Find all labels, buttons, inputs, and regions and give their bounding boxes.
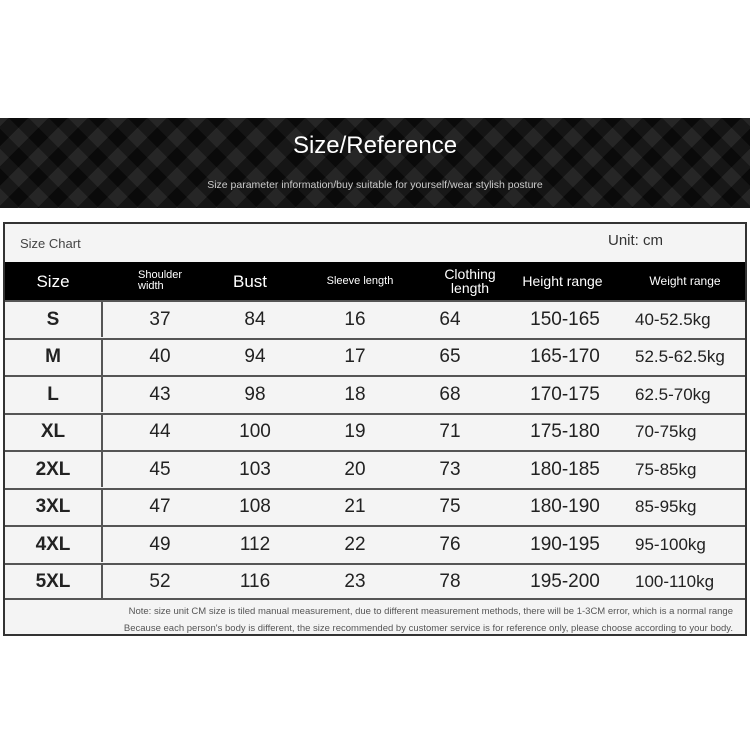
table-cell: 103 — [239, 458, 271, 480]
table-cell: 75-85kg — [635, 459, 697, 479]
table-cell: 49 — [149, 533, 171, 555]
table-row: 5XL 52 116 23 78 195-200 100-110kg — [5, 562, 745, 601]
table-cell: 3XL — [5, 489, 103, 525]
banner: Size/Reference Size parameter informatio… — [0, 118, 750, 208]
unit-label: Unit: cm — [607, 232, 663, 249]
table-cell: 71 — [439, 421, 461, 442]
table-row: 3XL 47 108 21 75 180-190 85-95kg — [5, 487, 745, 526]
table-cell: 40 — [149, 346, 171, 367]
table-cell: 95-100kg — [635, 534, 706, 554]
table-header: Size Shoulder width Bust Sleeve length Cloth… — [5, 262, 745, 300]
table-cell: 84 — [244, 308, 266, 330]
table-cell: M — [5, 339, 103, 375]
table-cell: S — [5, 302, 103, 337]
table-cell: 195-200 — [530, 571, 600, 592]
banner-title: Size/Reference — [292, 132, 458, 159]
table-cell: 2XL — [5, 452, 103, 487]
size-chart-table: Size Chart Unit: cm Size Shoulder width Bu… — [3, 222, 747, 636]
table-cell: 18 — [344, 383, 366, 405]
column-header: Height range — [522, 273, 603, 289]
table-row: S 37 84 16 64 150-165 40-52.5kg — [5, 300, 745, 338]
table-cell: 5XL — [5, 564, 103, 600]
table-cell: 23 — [344, 571, 366, 592]
table-cell: 64 — [439, 308, 461, 330]
table-cell: 112 — [239, 533, 271, 555]
column-header: Shoulder width — [138, 269, 183, 292]
table-cell: 21 — [344, 496, 366, 517]
table-cell: 78 — [439, 571, 461, 592]
notes: Note: size unit CM size is tiled manual … — [5, 598, 745, 634]
table-cell: XL — [5, 414, 103, 450]
table-cell: 108 — [239, 496, 271, 517]
table-cell: 98 — [244, 383, 266, 405]
table-cell: 40-52.5kg — [635, 309, 711, 329]
table-cell: 19 — [344, 421, 366, 442]
table-cell: 116 — [239, 571, 271, 592]
table-row: XL 44 100 19 71 175-180 70-75kg — [5, 412, 745, 451]
table-cell: 47 — [149, 496, 171, 517]
table-caption: Size Chart — [20, 236, 81, 251]
table-row: 2XL 45 103 20 73 180-185 75-85kg — [5, 450, 745, 488]
table-cell: 94 — [244, 346, 266, 367]
table-cell: 20 — [344, 458, 366, 480]
table-cell: 16 — [344, 308, 366, 330]
table-cell: 100 — [239, 421, 271, 442]
table-cell: 45 — [149, 458, 171, 480]
table-cell: 190-195 — [530, 533, 600, 555]
table-cell: 180-190 — [530, 496, 600, 517]
table-cell: 100-110kg — [635, 572, 715, 591]
column-header: Weight range — [649, 274, 721, 288]
table-cell: 175-180 — [530, 421, 600, 442]
table-cell: 62.5-70kg — [635, 384, 711, 404]
table-cell: 70-75kg — [635, 422, 697, 441]
table-cell: 22 — [344, 533, 366, 555]
table-cell: 43 — [149, 383, 171, 405]
table-cell: 65 — [439, 346, 461, 367]
table-row: M 40 94 17 65 165-170 52.5-62.5kg — [5, 337, 745, 376]
table-cell: 150-165 — [530, 308, 600, 330]
table-cell: 17 — [344, 346, 366, 367]
note-line: Note: size unit CM size is tiled manual … — [128, 606, 733, 617]
table-cell: 37 — [149, 308, 171, 330]
table-cell: 165-170 — [530, 346, 600, 367]
table-cell: 4XL — [5, 527, 103, 562]
table-cell: 68 — [439, 383, 461, 405]
table-cell: 75 — [439, 496, 461, 517]
table-cell: 52.5-62.5kg — [635, 347, 725, 366]
note-line: Because each person's body is different,… — [123, 623, 733, 634]
table-cell: 76 — [439, 533, 461, 555]
table-cell: 170-175 — [530, 383, 600, 405]
column-header: Sleeve length — [326, 274, 394, 287]
banner-subtitle: Size parameter information/buy suitable … — [207, 179, 543, 191]
table-cell: L — [5, 377, 103, 412]
table-cell: 44 — [149, 421, 171, 442]
table-cell: 180-185 — [530, 458, 600, 480]
table-cell: 52 — [149, 571, 171, 592]
column-header: Size — [36, 271, 70, 291]
table-cell: 73 — [439, 458, 461, 480]
table-cell: 85-95kg — [635, 497, 697, 516]
column-header: Clothing length — [444, 266, 496, 296]
column-header: Bust — [232, 271, 268, 291]
table-row: 4XL 49 112 22 76 190-195 95-100kg — [5, 525, 745, 563]
table-row: L 43 98 18 68 170-175 62.5-70kg — [5, 375, 745, 413]
